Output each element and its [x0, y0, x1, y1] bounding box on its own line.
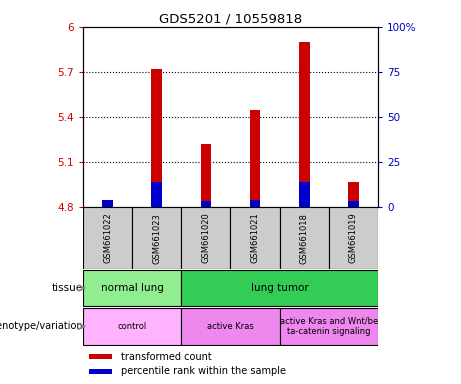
Text: control: control	[118, 322, 147, 331]
Bar	[83, 308, 181, 345]
Text: lung tumor: lung tumor	[251, 283, 308, 293]
Bar	[151, 69, 162, 207]
Text: GSM661022: GSM661022	[103, 213, 112, 263]
Bar	[329, 207, 378, 269]
Bar	[132, 207, 181, 269]
Bar	[201, 201, 211, 207]
Bar	[250, 200, 260, 207]
Text: GSM661023: GSM661023	[152, 213, 161, 263]
Text: GSM661019: GSM661019	[349, 213, 358, 263]
Bar	[181, 270, 378, 306]
Text: active Kras and Wnt/be
ta-catenin signaling: active Kras and Wnt/be ta-catenin signal…	[280, 317, 378, 336]
Bar	[89, 354, 112, 359]
Bar	[348, 201, 359, 207]
Bar	[348, 182, 359, 207]
Bar	[250, 109, 260, 207]
Text: normal lung: normal lung	[100, 283, 164, 293]
Bar	[280, 308, 378, 345]
Bar	[181, 308, 280, 345]
Bar	[83, 270, 181, 306]
Text: transformed count: transformed count	[121, 352, 212, 362]
Text: active Kras: active Kras	[207, 322, 254, 331]
Bar	[230, 207, 280, 269]
Bar	[102, 200, 113, 207]
Bar	[299, 42, 310, 207]
Text: percentile rank within the sample: percentile rank within the sample	[121, 366, 286, 376]
Text: GSM661018: GSM661018	[300, 213, 309, 263]
Bar	[201, 144, 211, 207]
Bar	[299, 182, 310, 207]
Text: genotype/variation: genotype/variation	[0, 321, 83, 331]
Text: tissue: tissue	[52, 283, 83, 293]
Text: GSM661020: GSM661020	[201, 213, 210, 263]
Text: GSM661021: GSM661021	[251, 213, 260, 263]
Title: GDS5201 / 10559818: GDS5201 / 10559818	[159, 13, 302, 26]
Bar	[83, 207, 132, 269]
Bar	[151, 182, 162, 207]
Bar	[181, 207, 230, 269]
Bar	[280, 207, 329, 269]
Bar	[102, 204, 113, 207]
Bar	[89, 369, 112, 374]
